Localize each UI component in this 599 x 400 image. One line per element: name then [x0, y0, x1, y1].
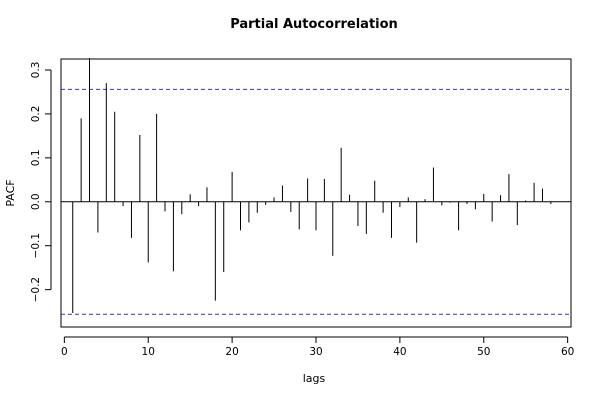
x-tick-label-40: 40 [393, 346, 406, 358]
x-axis: 0 10 20 30 40 50 60 [61, 336, 574, 358]
y-tick-label-4: 0.2 [30, 106, 42, 123]
pacf-bars [72, 58, 552, 313]
x-tick-label-50: 50 [477, 346, 490, 358]
x-tick-label-0: 0 [61, 346, 68, 358]
x-axis-label: lags [303, 372, 326, 385]
y-axis: −0.2 −0.1 0.0 0.1 0.2 0.3 [30, 62, 52, 303]
y-tick-label-0: −0.2 [30, 277, 42, 303]
x-tick-label-10: 10 [142, 346, 155, 358]
y-axis-label: PACF [4, 179, 17, 206]
x-tick-label-30: 30 [309, 346, 322, 358]
x-tick-label-20: 20 [225, 346, 238, 358]
chart-title: Partial Autocorrelation [230, 17, 398, 32]
y-tick-label-3: 0.1 [30, 150, 42, 167]
plot-area [60, 58, 572, 328]
y-tick-label-2: 0.0 [30, 193, 42, 210]
x-tick-label-60: 60 [561, 346, 574, 358]
y-tick-label-1: −0.1 [30, 233, 42, 259]
y-tick-label-5: 0.3 [30, 62, 42, 79]
confidence-bounds [61, 88, 571, 315]
